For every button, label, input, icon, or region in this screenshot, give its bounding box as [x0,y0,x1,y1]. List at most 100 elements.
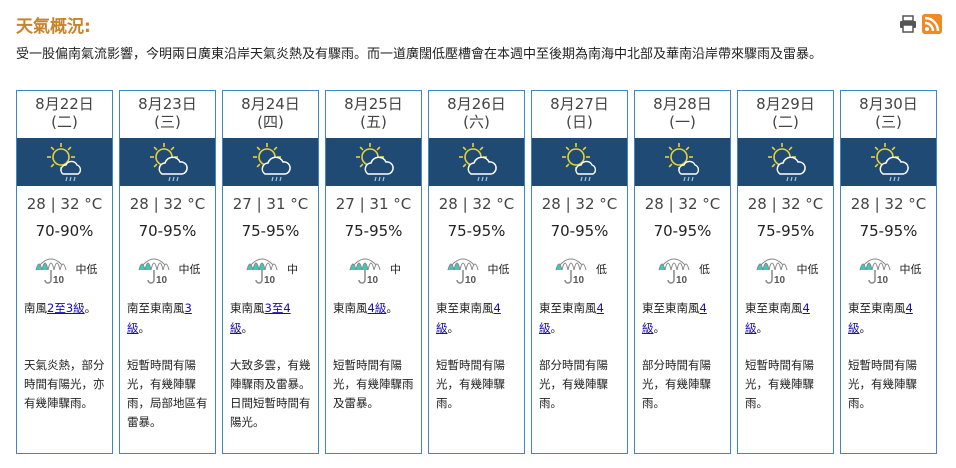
forecast-description: 短暫時間有陽光，有幾陣驟雨，局部地區有雷暴。 [127,358,208,429]
forecast-description: 短暫時間有陽光，有幾陣驟雨及雷暴。 [333,358,414,410]
forecast-description: 天氣炎熱，部分時間有陽光，亦有幾陣驟雨。 [24,358,105,410]
rain-probability: 中 [390,263,401,276]
weather-icon-band [17,138,112,186]
sunny-intervals-showers-icon [149,143,188,182]
weather-icon-band [841,138,936,186]
forecast-weekday: (三) [154,113,181,131]
umbrella-icon: 10 [859,258,890,284]
forecast-description: 短暫時間有陽光，有幾陣驟雨。 [745,358,814,410]
svg-text:10: 10 [774,275,786,284]
rain-probability: 低 [596,263,607,276]
temperature-range: 28 | 32 °C [129,195,206,213]
wind-direction: 東至東南風 [848,301,906,315]
svg-text:10: 10 [877,275,889,284]
humidity-range: 75-95% [241,222,300,240]
wind-suffix: 。 [550,321,563,335]
printer-icon[interactable] [898,14,918,34]
rss-icon[interactable] [922,14,942,34]
forecast-date: 8月28日 [653,95,712,113]
wind-force-link[interactable]: 4級 [539,301,604,335]
temperature-range: 28 | 32 °C [438,195,515,213]
forecast-description: 大致多雲，有幾陣驟雨及雷暴。日間短暫時間有陽光。 [230,358,311,429]
umbrella-icon: 10 [447,258,478,284]
forecast-day-card: 8月28日 (一) 28 | 32 °C 70-95% 10 低 東至東南風4級。 … [634,90,731,454]
forecast-date: 8月23日 [138,95,197,113]
wind-force-link[interactable]: 4級 [367,301,387,315]
umbrella-icon: 10 [555,258,587,284]
svg-text:10: 10 [156,275,168,284]
rain-probability: 低 [699,263,710,276]
temperature-range: 28 | 32 °C [26,195,103,213]
forecast-weekday: (五) [360,113,387,131]
humidity-range: 70-90% [35,222,94,240]
temperature-range: 28 | 32 °C [644,195,721,213]
temperature-range: 28 | 32 °C [747,195,824,213]
wind-forecast: 東至東南風4級。 [642,298,724,348]
forecast-day-card: 8月23日 (三) 28 | 32 °C 70-95% 10 中低 南至東南風3級。… [119,90,216,454]
wind-force-link[interactable]: 4級 [745,301,810,335]
forecast-weekday: (四) [257,113,284,131]
sunny-periods-showers-icon [664,143,699,182]
sunny-intervals-showers-icon [767,143,806,182]
wind-suffix: 。 [84,301,97,315]
umbrella-icon: 10 [349,258,381,284]
wind-force-link[interactable]: 4級 [642,301,707,335]
humidity-range: 75-95% [344,222,403,240]
forecast-day-card: 8月27日 (日) 28 | 32 °C 70-95% 10 低 東至東南風4級。 … [531,90,628,454]
forecast-day-card: 8月29日 (二) 28 | 32 °C 75-95% 10 中低 東至東南風4級。… [737,90,834,454]
wind-suffix: 。 [447,321,460,335]
forecast-day-card: 8月22日 (二) 28 | 32 °C 70-90% 10 中低 南風2至3級。 … [16,90,113,454]
wind-suffix: 。 [138,321,151,335]
svg-text:10: 10 [53,275,65,284]
weather-summary: 受一股偏南氣流影響，今明兩日廣東沿岸天氣炎熱及有驟雨。而一道廣闊低壓槽會在本週中… [16,47,823,62]
forecast-weekday: (三) [875,113,902,131]
svg-text:10: 10 [264,275,276,284]
humidity-range: 70-95% [550,222,609,240]
wind-suffix: 。 [653,321,666,335]
wind-direction: 南至東南風 [127,301,185,315]
wind-direction: 東至東南風 [642,301,700,315]
forecast-date: 8月30日 [859,95,918,113]
wind-force-link[interactable]: 3至4級 [230,301,291,335]
forecast-weekday: (六) [463,113,490,131]
wind-forecast: 東至東南風4級。 [848,298,930,348]
wind-forecast: 東南風4級。 [333,298,415,348]
rain-probability: 中低 [899,263,922,276]
forecast-date: 8月29日 [756,95,815,113]
sunny-periods-showers-icon [46,143,81,182]
forecast-description: 短暫時間有陽光，有幾陣驟雨。 [436,358,505,410]
svg-text:10: 10 [465,275,477,284]
rain-probability: 中 [287,263,298,276]
umbrella-icon: 10 [658,258,690,284]
wind-direction: 東至東南風 [745,301,803,315]
forecast-weekday: (二) [51,113,78,131]
forecast-date: 8月26日 [447,95,506,113]
sunny-intervals-showers-icon [458,143,497,182]
wind-direction: 南風 [24,301,47,315]
forecast-day-card: 8月26日 (六) 28 | 32 °C 75-95% 10 中低 東至東南風4級。… [428,90,525,454]
forecast-weekday: (二) [772,113,799,131]
humidity-range: 75-95% [859,222,918,240]
temperature-range: 27 | 31 °C [335,195,412,213]
umbrella-icon: 10 [246,258,278,284]
wind-direction: 東至東南風 [539,301,597,315]
wind-force-link[interactable]: 3級 [127,301,192,335]
svg-text:10: 10 [367,275,379,284]
wind-force-link[interactable]: 2至3級 [47,301,85,315]
wind-force-link[interactable]: 4級 [436,301,501,335]
wind-suffix: 。 [859,321,872,335]
page-title: 天氣概況: [16,17,91,37]
weather-icon-band [223,138,318,186]
wind-forecast: 東至東南風4級。 [539,298,621,348]
wind-forecast: 東南風3至4級。 [230,298,312,348]
weather-icon-band [635,138,730,186]
forecast-weekday: (日) [566,113,593,131]
forecast-description: 部分時間有陽光，有幾陣驟雨。 [642,358,711,410]
wind-direction: 東南風 [230,301,265,315]
svg-text:10: 10 [676,275,688,284]
wind-force-link[interactable]: 4級 [848,301,913,335]
forecast-day-card: 8月24日 (四) 27 | 31 °C 75-95% 10 中 東南風3至4級。 … [222,90,319,454]
forecast-date: 8月24日 [241,95,300,113]
forecast-weekday: (一) [669,113,696,131]
wind-suffix: 。 [386,301,398,315]
